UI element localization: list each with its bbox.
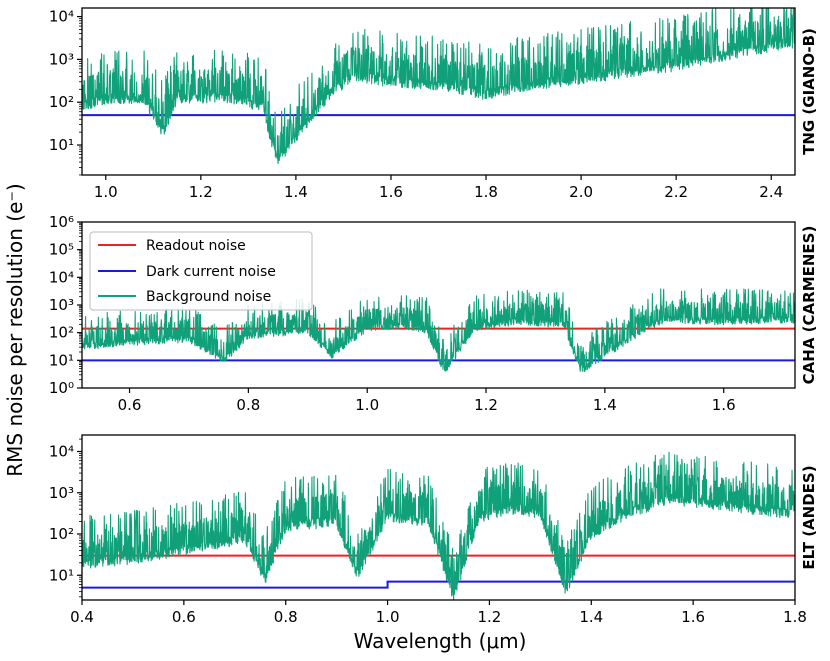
plot-area-elt-andes bbox=[82, 451, 795, 600]
y-tick-label: 10³ bbox=[49, 50, 74, 68]
series-dark-current-noise-elt-andes bbox=[82, 580, 795, 589]
axes-frame-tng-giano-b bbox=[81, 7, 796, 176]
x-tick-label: 1.0 bbox=[376, 608, 400, 626]
legend-label-readout: Readout noise bbox=[146, 238, 246, 254]
y-tick-label: 10¹ bbox=[49, 136, 74, 154]
y-tick-label: 10² bbox=[49, 93, 74, 111]
y-axis-label: RMS noise per resolution (e⁻) bbox=[3, 183, 27, 476]
x-tick-label: 1.2 bbox=[474, 396, 498, 414]
axes-frame-elt-andes bbox=[81, 434, 796, 601]
x-tick-label: 1.0 bbox=[355, 396, 379, 414]
panel-title-elt-andes: ELT (ANDES) bbox=[800, 465, 818, 569]
x-tick-label: 1.8 bbox=[783, 608, 807, 626]
legend: Readout noise Dark current noise Backgro… bbox=[89, 231, 313, 311]
legend-label-dark-current: Dark current noise bbox=[146, 264, 276, 280]
y-tick-label: 10⁵ bbox=[49, 241, 74, 259]
x-tick-label: 0.8 bbox=[236, 396, 260, 414]
panel-title-caha-carmenes: CAHA (CARMENES) bbox=[800, 226, 818, 385]
y-tick-label: 10³ bbox=[49, 296, 74, 314]
y-tick-label: 10² bbox=[49, 324, 74, 342]
y-tick-label: 10⁰ bbox=[49, 379, 74, 397]
x-tick-label: 1.4 bbox=[579, 608, 603, 626]
x-tick-label: 1.4 bbox=[593, 396, 617, 414]
x-tick-label: 0.6 bbox=[172, 608, 196, 626]
series-background-noise-caha-carmenes bbox=[82, 288, 795, 372]
x-tick-label: 1.6 bbox=[379, 183, 403, 201]
plot-area-tng-giano-b bbox=[82, 8, 795, 165]
x-tick-label: 0.4 bbox=[70, 608, 94, 626]
x-tick-label: 2.2 bbox=[664, 183, 688, 201]
x-tick-label: 2.0 bbox=[569, 183, 593, 201]
y-tick-label: 10⁴ bbox=[49, 8, 74, 26]
x-tick-label: 1.0 bbox=[94, 183, 118, 201]
x-tick-label: 0.6 bbox=[118, 396, 142, 414]
y-tick-label: 10³ bbox=[49, 484, 74, 502]
x-tick-label: 1.6 bbox=[712, 396, 736, 414]
legend-frame bbox=[89, 231, 313, 311]
x-axis-label: Wavelength (μm) bbox=[354, 629, 527, 653]
x-tick-label: 2.4 bbox=[759, 183, 783, 201]
panel-title-tng-giano-b: TNG (GIANO-B) bbox=[800, 28, 818, 155]
x-tick-label: 1.8 bbox=[474, 183, 498, 201]
panel-tng-giano-b: 1.0 1.2 1.4 1.6 1.8 2.0 2.2 2.4 10¹ 10² 10³ 10⁴ TNG … bbox=[49, 7, 818, 201]
panel-elt-andes: 0.4 0.6 0.8 1.0 1.2 1.4 1.6 1.8 10¹ 10² 10³ 10⁴ ELT … bbox=[49, 434, 818, 626]
x-tick-label: 1.2 bbox=[189, 183, 213, 201]
x-tick-label: 1.6 bbox=[681, 608, 705, 626]
panel-caha-carmenes: 0.6 0.8 1.0 1.2 1.4 1.6 10⁰ 10¹ 10² 10³ 10⁴ 10⁵ 10⁶ C… bbox=[49, 213, 818, 414]
y-tick-label: 10⁴ bbox=[49, 443, 74, 461]
series-background-noise-tng-giano-b bbox=[82, 8, 795, 165]
y-tick-label: 10⁶ bbox=[49, 213, 74, 231]
y-tick-label: 10¹ bbox=[49, 566, 74, 584]
x-tick-label: 1.2 bbox=[477, 608, 501, 626]
y-tick-label: 10¹ bbox=[49, 351, 74, 369]
x-tick-label: 0.8 bbox=[274, 608, 298, 626]
x-tick-label: 1.4 bbox=[284, 183, 308, 201]
y-tick-label: 10⁴ bbox=[49, 268, 74, 286]
legend-label-background: Background noise bbox=[146, 289, 271, 305]
y-tick-label: 10² bbox=[49, 525, 74, 543]
series-background-noise-elt-andes bbox=[82, 451, 795, 600]
plot-area-caha-carmenes bbox=[82, 288, 795, 372]
